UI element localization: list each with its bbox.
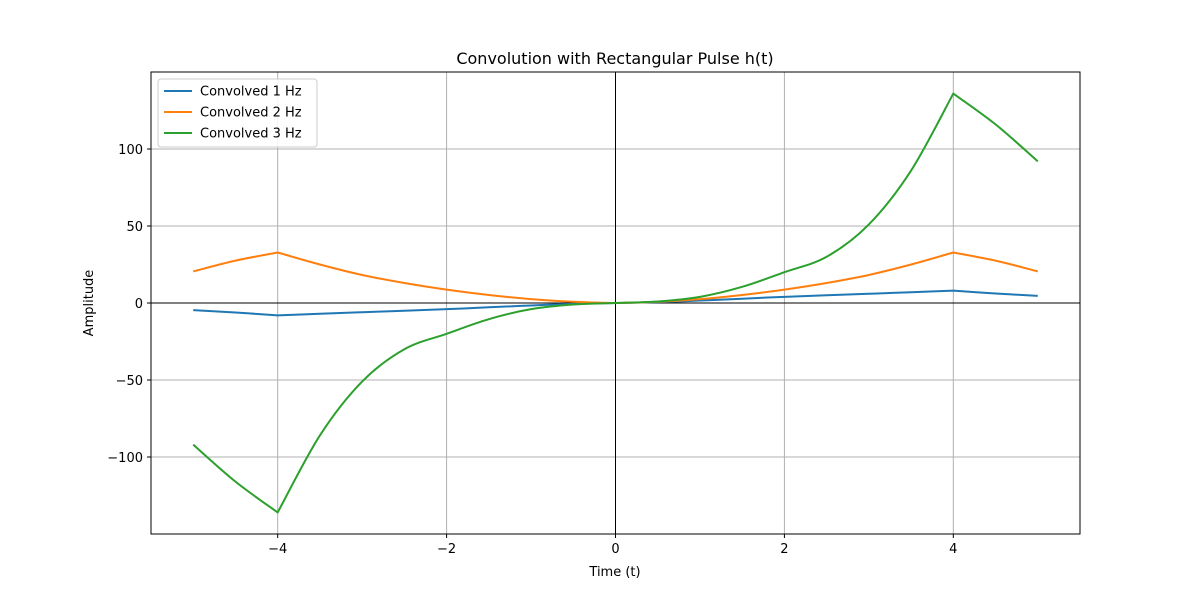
x-tick-label: −2: [437, 542, 456, 557]
series-line-3: [192, 92, 1039, 514]
x-tick-label: 4: [949, 542, 957, 557]
y-tick-label: −100: [107, 451, 143, 466]
y-tick-label: 50: [126, 220, 143, 235]
y-axis-label: Amplitude: [82, 270, 97, 337]
legend-box: [157, 78, 318, 148]
x-tick-label: 0: [611, 542, 619, 557]
y-tick-label: 0: [135, 297, 143, 312]
legend-label: Convolved 1 Hz: [200, 85, 302, 100]
x-axis: −4 −2 0 2 4: [268, 534, 957, 557]
legend-label: Convolved 2 Hz: [200, 106, 302, 121]
x-axis-label: Time (t): [588, 565, 640, 580]
x-tick-label: −4: [268, 542, 287, 557]
series-lines: [192, 92, 1039, 514]
legend: Convolved 1 Hz Convolved 2 Hz Convolved 3 …: [157, 78, 318, 148]
x-tick-label: 2: [780, 542, 788, 557]
chart-title: Convolution with Rectangular Pulse h(t): [456, 49, 773, 68]
y-axis: −100 −50 0 50 100: [107, 143, 151, 466]
y-tick-label: −50: [116, 374, 143, 389]
legend-label: Convolved 3 Hz: [200, 127, 302, 142]
y-tick-label: 100: [118, 143, 143, 158]
